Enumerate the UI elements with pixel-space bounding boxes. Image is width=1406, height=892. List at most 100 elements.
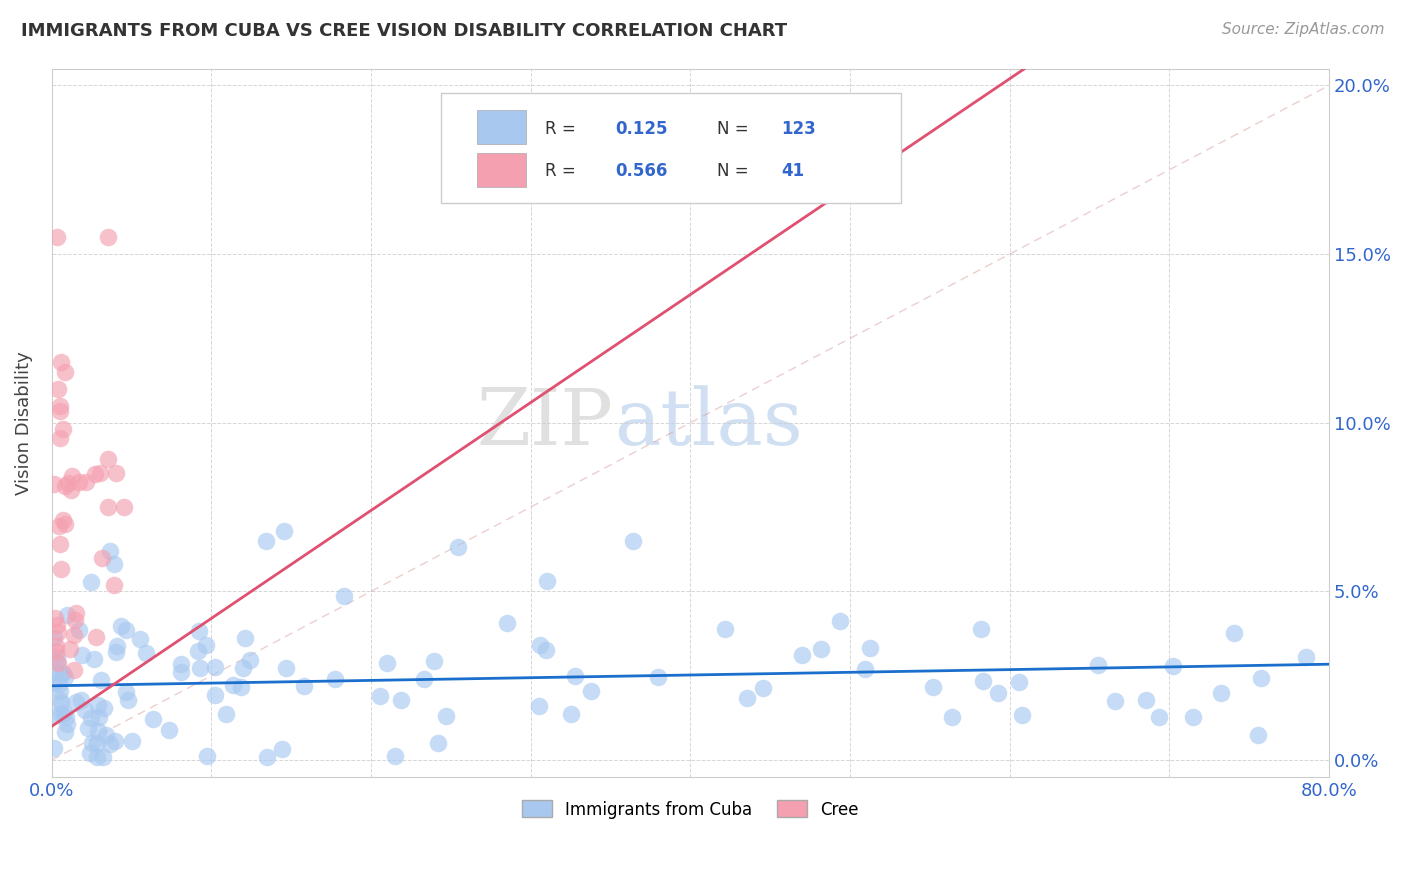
Point — [1135, 693, 1157, 707]
Point — [222, 678, 245, 692]
Point — [76, 721, 98, 735]
Point — [49, 692, 72, 706]
Point — [495, 615, 517, 630]
Point — [170, 657, 193, 671]
Point — [447, 541, 470, 555]
Point — [375, 656, 398, 670]
Point — [427, 736, 450, 750]
Point — [80, 575, 103, 590]
Point — [56, 476, 79, 491]
Point — [105, 639, 128, 653]
Point — [59, 641, 82, 656]
Point — [859, 641, 882, 656]
Point — [104, 645, 127, 659]
Point — [534, 643, 557, 657]
Point — [63, 664, 86, 678]
Text: 41: 41 — [782, 162, 804, 180]
Point — [713, 622, 735, 636]
Point — [67, 475, 90, 489]
Point — [389, 693, 412, 707]
Point — [1295, 649, 1317, 664]
Point — [46, 650, 69, 665]
Point — [110, 619, 132, 633]
Text: R =: R = — [544, 162, 581, 180]
Point — [97, 452, 120, 467]
Point — [647, 670, 669, 684]
Point — [384, 749, 406, 764]
Point — [100, 544, 122, 558]
Point — [195, 748, 218, 763]
Point — [52, 706, 75, 721]
Point — [323, 672, 346, 686]
Text: 0.125: 0.125 — [614, 120, 668, 137]
Point — [751, 681, 773, 695]
Point — [368, 690, 391, 704]
Point — [45, 643, 67, 657]
Point — [853, 661, 876, 675]
Point — [564, 669, 586, 683]
Point — [1250, 671, 1272, 685]
Point — [46, 656, 69, 670]
Point — [75, 475, 97, 490]
Point — [44, 611, 66, 625]
Point — [86, 736, 108, 750]
Point — [141, 712, 163, 726]
Point — [89, 467, 111, 481]
Point — [129, 632, 152, 647]
Point — [67, 623, 90, 637]
Point — [215, 707, 238, 722]
Point — [423, 654, 446, 668]
Point — [103, 578, 125, 592]
Point — [204, 688, 226, 702]
Point — [53, 670, 76, 684]
Point — [46, 655, 69, 669]
Point — [49, 665, 72, 680]
Point — [46, 382, 69, 396]
Bar — [477, 111, 526, 145]
Point — [1161, 659, 1184, 673]
Point — [239, 653, 262, 667]
Point — [80, 711, 103, 725]
Point — [1222, 626, 1244, 640]
Point — [45, 640, 67, 654]
Point — [49, 431, 72, 445]
Point — [273, 524, 295, 538]
Point — [229, 680, 252, 694]
Point — [560, 707, 582, 722]
Point — [621, 533, 644, 548]
Y-axis label: Vision Disability: Vision Disability — [15, 351, 32, 494]
Point — [104, 734, 127, 748]
Point — [52, 665, 75, 680]
Point — [86, 749, 108, 764]
Text: IMMIGRANTS FROM CUBA VS CREE VISION DISABILITY CORRELATION CHART: IMMIGRANTS FROM CUBA VS CREE VISION DISA… — [21, 22, 787, 40]
Point — [49, 536, 72, 550]
Point — [48, 399, 70, 413]
Point — [274, 660, 297, 674]
Point — [536, 574, 558, 589]
Point — [97, 230, 120, 244]
Text: R =: R = — [544, 120, 581, 137]
Point — [83, 467, 105, 481]
Point — [55, 479, 77, 493]
Point — [65, 606, 87, 620]
Point — [436, 709, 458, 723]
Point — [49, 696, 72, 710]
Point — [98, 737, 121, 751]
Point — [1247, 728, 1270, 742]
Point — [792, 648, 814, 662]
Point — [55, 608, 77, 623]
Point — [49, 706, 72, 721]
Point — [121, 733, 143, 747]
Text: 123: 123 — [782, 120, 815, 137]
Point — [90, 550, 112, 565]
Point — [59, 483, 82, 498]
Point — [80, 736, 103, 750]
Point — [114, 623, 136, 637]
Point — [44, 666, 66, 681]
Point — [1209, 686, 1232, 700]
Point — [91, 749, 114, 764]
Point — [527, 699, 550, 714]
Point — [55, 710, 77, 724]
Point — [51, 355, 73, 369]
Text: Source: ZipAtlas.com: Source: ZipAtlas.com — [1222, 22, 1385, 37]
